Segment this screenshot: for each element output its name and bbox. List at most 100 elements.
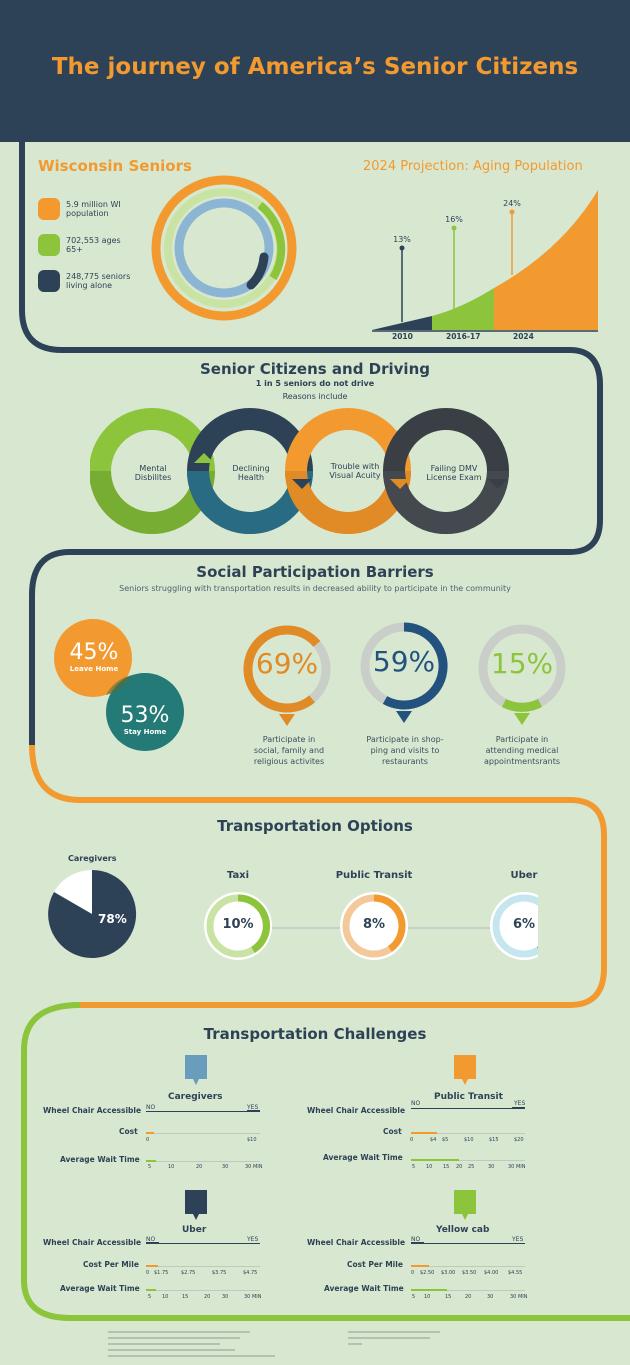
row-wait-label: Average Wait Time [60, 1155, 140, 1164]
cost-tick: $4 [430, 1137, 437, 1143]
cost-tick: 0 [146, 1137, 150, 1143]
legend-label: 248,775 seniors living alone [66, 272, 131, 290]
caption-line: social, family and [253, 746, 325, 755]
row-cost-label: Cost [119, 1127, 138, 1136]
caption-line: attending medical [485, 746, 559, 755]
reason-line: Mental [139, 464, 167, 473]
wait-tick: 15 [445, 1294, 452, 1300]
donut-shopping-value: 59% [372, 645, 436, 678]
driving-title: Senior Citizens and Driving [199, 360, 430, 378]
social-subtitle: Seniors struggling with transportation r… [119, 584, 511, 593]
wait-tick: 20 [456, 1164, 463, 1170]
wait-tick: 30 MIN [244, 1294, 262, 1300]
wheelchair-track [411, 1243, 525, 1244]
cost-tick: $4.00 [484, 1270, 499, 1276]
social-donuts [243, 622, 566, 726]
cost-marker [411, 1265, 429, 1267]
wheelchair-track [146, 1243, 260, 1244]
wait-marker [411, 1289, 447, 1291]
cost-track [146, 1133, 260, 1134]
wait-track [146, 1290, 260, 1291]
cost-tick: $10 [464, 1137, 474, 1143]
caption-line: Participate in [262, 735, 316, 744]
wait-track [411, 1290, 525, 1291]
wait-marker [146, 1289, 156, 1291]
row-wait-label: Average Wait Time [60, 1284, 140, 1293]
wait-tick: 5 [148, 1164, 152, 1170]
row-wheelchair-label: Wheel Chair Accessible [307, 1106, 406, 1115]
taxi-label: Taxi [226, 870, 250, 881]
projection-category-label: 2016-17 [446, 332, 481, 341]
cost-track [411, 1133, 525, 1134]
donut-shopping-caption: Participate in shop- ping and visits to … [350, 734, 460, 767]
yes-label: YES [247, 1236, 259, 1243]
cost-tick: $2.50 [420, 1270, 435, 1276]
cost-tick: $15 [489, 1137, 499, 1143]
row-wait-label: Average Wait Time [323, 1153, 403, 1162]
wait-tick: 30 MIN [245, 1164, 263, 1170]
wait-marker [411, 1159, 459, 1161]
page-title: The journey of America’s Senior Citizens [51, 54, 579, 80]
challenges-title: Transportation Challenges [203, 1025, 427, 1043]
donut-medical-caption: Participate in attending medical appoint… [467, 734, 577, 767]
card-caregivers-name: Caregivers [168, 1092, 223, 1102]
card-yellow-cab-name: Yellow cab [436, 1225, 490, 1235]
leave-home-value: 45% [69, 640, 119, 665]
caption-line: Participate in [495, 735, 549, 744]
wait-track [411, 1160, 525, 1161]
cost-marker [146, 1265, 158, 1267]
donut-social [243, 625, 331, 726]
driving-subtitle: 1 in 5 seniors do not drive [255, 379, 375, 388]
driving-reason-health: Declining Health [218, 464, 284, 482]
leave-stay-chart [54, 619, 184, 751]
row-cost-mile-label: Cost Per Mile [347, 1260, 403, 1269]
projection-value-label: 13% [393, 235, 411, 244]
donut-medical-value: 15% [490, 647, 554, 680]
caption-line: ping and visits to [370, 746, 440, 755]
projection-value-label: 16% [445, 215, 463, 224]
row-cost-label: Cost [383, 1127, 402, 1136]
wait-tick: 5 [412, 1294, 416, 1300]
cost-marker [411, 1132, 437, 1134]
row-wheelchair-label: Wheel Chair Accessible [43, 1106, 142, 1115]
caregivers-label: Caregivers [68, 854, 117, 863]
projection-chart: 13% 16% 24% [372, 190, 598, 332]
cost-tick: $4.55 [508, 1270, 523, 1276]
row-wheelchair-label: Wheel Chair Accessible [307, 1238, 406, 1247]
wait-tick: 20 [196, 1164, 203, 1170]
no-label: NO [146, 1236, 156, 1243]
wait-track [146, 1161, 260, 1162]
legend-swatch [38, 270, 60, 292]
wheelchair-track [411, 1108, 525, 1109]
wait-tick: 15 [182, 1294, 189, 1300]
wait-tick: 30 MIN [508, 1164, 526, 1170]
driving-reasons-label: Reasons include [282, 392, 348, 401]
stay-home-value: 53% [120, 703, 170, 728]
cost-tick: 0 [146, 1270, 150, 1276]
wait-tick: 20 [204, 1294, 211, 1300]
projection-value-label: 24% [503, 199, 521, 208]
cost-track [146, 1266, 260, 1267]
wait-tick: 10 [168, 1164, 175, 1170]
yes-label: YES [512, 1236, 524, 1243]
cost-tick: $4.75 [243, 1270, 258, 1276]
wisconsin-rings-chart [151, 175, 297, 321]
legend-label: 5.9 million WI population [66, 200, 121, 218]
footnotes [108, 1331, 440, 1357]
donut-medical [478, 624, 566, 725]
row-wait-label: Average Wait Time [324, 1284, 404, 1293]
projection-category-label: 2024 [513, 332, 534, 341]
wait-tick: 30 [487, 1294, 494, 1300]
caption-line: Participate in shop- [366, 735, 444, 744]
public-transit-label: Public Transit [335, 870, 413, 881]
card-uber-name: Uber [182, 1225, 207, 1235]
wait-tick: 10 [426, 1164, 433, 1170]
stay-home-label: Stay Home [123, 728, 167, 736]
card-public-transit-name: Public Transit [434, 1092, 503, 1102]
reason-line: License Exam [426, 473, 482, 482]
wait-tick: 30 [222, 1164, 229, 1170]
wheelchair-marker [512, 1107, 525, 1109]
wait-tick: 30 [488, 1164, 495, 1170]
cost-tick: $1.75 [154, 1270, 169, 1276]
wait-tick: 10 [424, 1294, 431, 1300]
